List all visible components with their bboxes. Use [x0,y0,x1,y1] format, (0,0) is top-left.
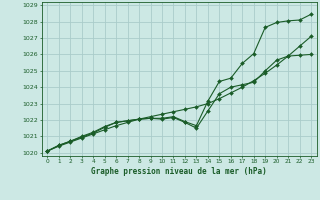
X-axis label: Graphe pression niveau de la mer (hPa): Graphe pression niveau de la mer (hPa) [91,167,267,176]
